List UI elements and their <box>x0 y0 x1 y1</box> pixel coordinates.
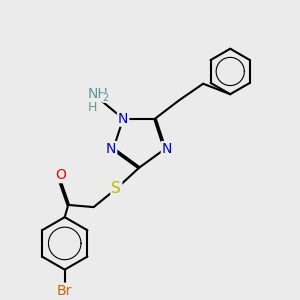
Text: H: H <box>88 101 97 114</box>
Text: Br: Br <box>57 284 72 298</box>
Text: N: N <box>162 142 172 156</box>
Text: N: N <box>106 142 116 156</box>
Text: N: N <box>118 112 128 126</box>
Text: 2: 2 <box>103 93 109 103</box>
Text: S: S <box>112 181 121 196</box>
Text: O: O <box>55 168 66 182</box>
Text: NH: NH <box>88 87 109 101</box>
